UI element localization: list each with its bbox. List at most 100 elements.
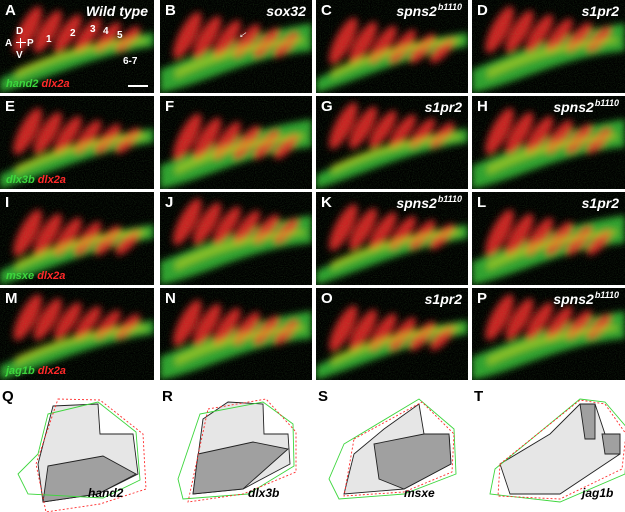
micrograph [160,192,312,285]
panel-genotype-name: s1pr2 [581,3,619,19]
stain-red: dlx2a [37,174,66,186]
schematic-gene: hand2 [88,486,124,500]
panel-label: D [477,2,488,19]
mutant-outline-red [187,398,297,503]
schematic-drawing [489,398,625,503]
expression-domain-fill [579,403,621,455]
micrograph [0,288,154,380]
panel-genotype: s1pr2 [582,3,619,19]
stain-green: jag1b [6,365,35,377]
panel-genotype: spns2 b1110 [396,2,462,19]
stain-green: hand2 [6,78,39,90]
schematic-gene: msxe [404,486,435,500]
panel-f: F [160,96,312,189]
micrograph [316,96,468,189]
panel-label: C [321,2,332,19]
panel-genotype: spns2 b1110 [396,194,462,211]
panel-label: F [165,98,175,115]
panel-label: P [477,290,488,307]
panel-label: J [165,194,174,211]
panel-label: G [321,98,333,115]
arch-number: 5 [117,30,123,41]
expression-domain-fill [192,441,289,495]
panel-genotype-name: s1pr2 [581,195,619,211]
panel-label: L [477,194,487,211]
panel-genotype-allele: b1110 [437,194,462,204]
panel-genotype-name: Wild type [85,3,148,19]
panel-genotype: s1pr2 [582,195,619,211]
micrograph [0,96,154,189]
panel-a: A Wild type hand2 dlx2a 1 2 3 4 5 6-7 D V A P [0,0,154,93]
axis-ventral: V [16,50,23,61]
arch-number: 3 [90,24,96,35]
panel-genotype-allele: b1110 [437,2,462,12]
mutant-outline-red [343,401,455,497]
axis-anterior: A [5,38,13,49]
arch-number: 6-7 [123,56,138,67]
panel-genotype-name: s1pr2 [424,99,462,115]
panel-label: O [321,290,333,307]
micrograph [160,96,312,189]
micrograph [316,288,468,380]
schematic-label: S [318,388,329,405]
stain-green: msxe [6,270,35,282]
panel-genotype-allele: b1110 [594,98,619,108]
panel-label: A [5,2,16,19]
axis-cross [16,42,26,43]
micrograph [472,192,625,285]
micrograph [316,0,468,93]
stain-legend: dlx3b dlx2a [6,174,66,186]
mutant-outline-red [497,399,625,500]
panel-genotype: spns2 b1110 [553,290,619,307]
schematic-gene: dlx3b [248,486,280,500]
schematic-drawing [177,398,297,503]
arch-number: 1 [46,34,52,45]
mutant-outline-green [328,398,457,500]
panel-genotype-name: spns2 [396,3,437,19]
panel-genotype-allele: b1110 [594,290,619,300]
micrograph [472,0,625,93]
stain-red: dlx2a [37,270,66,282]
schematic-drawing [17,398,147,512]
axis-posterior: P [27,38,34,49]
mutant-outline-green [489,398,625,503]
expression-domain-fill [42,455,137,503]
panel-genotype: s1pr2 [425,291,462,307]
panel-label: K [321,194,332,211]
micrograph [316,192,468,285]
panel-j: J [160,192,312,285]
stain-legend: msxe dlx2a [6,270,65,282]
panel-genotype-name: spns2 [396,195,437,211]
arch-number: 4 [103,26,109,37]
panel-genotype: sox32 [266,3,306,19]
stain-red: dlx2a [41,78,70,90]
panel-genotype-name: sox32 [266,3,306,19]
panel-label: E [5,98,16,115]
panel-label: M [5,290,18,307]
stain-red: dlx2a [37,365,66,377]
axis-cross-v [20,38,21,48]
micrograph [0,192,154,285]
micrograph [160,288,312,380]
panel-label: H [477,98,488,115]
wildtype-domain-outline [499,403,621,495]
mutant-outline-red [35,398,147,512]
arch-number: 2 [70,28,76,39]
stain-legend: jag1b dlx2a [6,365,66,377]
panel-genotype-name: spns2 [553,291,594,307]
panel-genotype: s1pr2 [425,99,462,115]
panel-genotype-name: s1pr2 [424,291,462,307]
micrograph [472,288,625,380]
panel-n: N [160,288,312,380]
